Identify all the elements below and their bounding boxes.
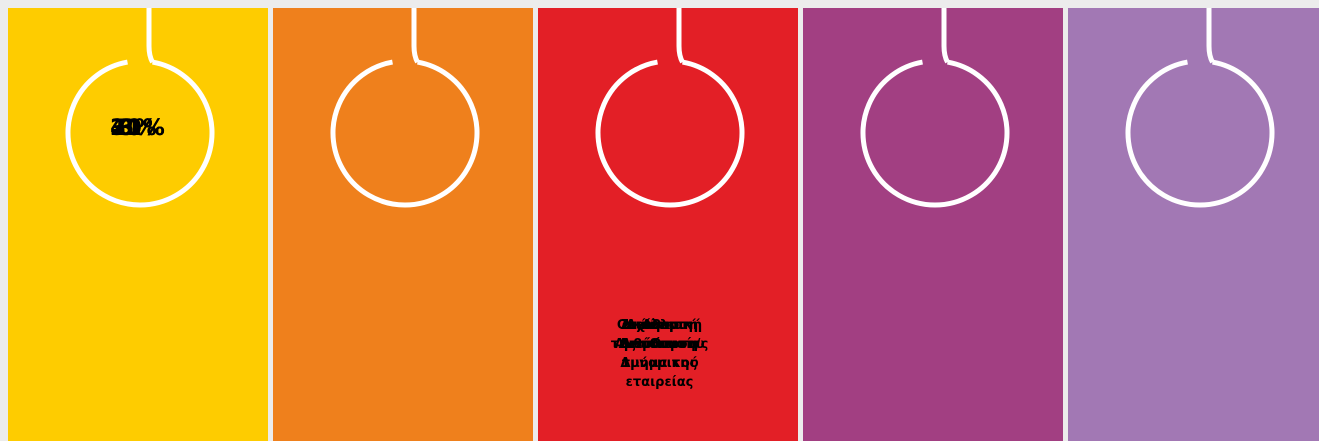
- label-line: εταιρείας: [625, 375, 694, 390]
- ring: [65, 59, 215, 208]
- label-line: Δυναμικού: [620, 356, 699, 371]
- stem: [941, 8, 950, 64]
- percent: 6%: [118, 116, 158, 141]
- label-line: Διοίκηση: [626, 318, 693, 333]
- ring: [595, 59, 745, 208]
- panel: 3% Οικονομική Διεύθυνση: [118, 8, 1063, 441]
- label-line: τμήμα της: [621, 356, 698, 371]
- panel: 31% Διοίκηση της εταιρείας: [8, 8, 708, 441]
- label: Διεύθυνση Ανθρώπινου Δυναμικού: [8, 316, 1311, 373]
- label: Διοίκηση της εταιρείας: [8, 316, 1311, 354]
- circle-icon: [595, 8, 745, 208]
- label-line: Διεύθυνση: [620, 337, 699, 352]
- label-line: Άλλο: [641, 318, 678, 333]
- label-line: Διεύθυνση: [620, 318, 699, 333]
- label-line: Ξεχωριστή: [620, 318, 699, 333]
- ring: [1125, 59, 1275, 208]
- percent: 20%: [110, 116, 166, 141]
- label-line: Οικονομική: [616, 318, 703, 333]
- circle-icon: [1125, 8, 1275, 208]
- stem: [676, 8, 685, 64]
- circle-icon: [65, 8, 215, 208]
- label-line: της εταιρείας: [610, 337, 709, 352]
- panel: 40% Ξεχωριστή Διεύθυνση/τμήμα της εταιρείας: [110, 8, 700, 441]
- percent: 31%: [110, 116, 166, 141]
- stem: [411, 8, 420, 64]
- percent: 40%: [110, 116, 166, 141]
- circle-icon: [860, 8, 1010, 208]
- label: Άλλο: [8, 316, 1311, 335]
- panels: 31% Διοίκηση της εταιρείας 40% Ξεχωριστή Διεύ…: [8, 8, 1319, 441]
- percent: 3%: [118, 116, 158, 141]
- label-line: Διεύθυνση/: [618, 337, 701, 352]
- panel: 6% Διεύθυνση Ανθρώπινου Δυναμικού: [118, 8, 798, 441]
- label-line: Ανθρώπινου: [614, 337, 705, 352]
- label: Οικονομική Διεύθυνση: [8, 316, 1311, 354]
- ring: [330, 59, 480, 208]
- ring: [860, 59, 1010, 208]
- stem: [1206, 8, 1215, 64]
- circle-icon: [330, 8, 480, 208]
- label: Ξεχωριστή Διεύθυνση/τμήμα της εταιρείας: [8, 316, 1311, 392]
- panel: 20% Άλλο: [110, 8, 1319, 441]
- stem: [146, 8, 155, 64]
